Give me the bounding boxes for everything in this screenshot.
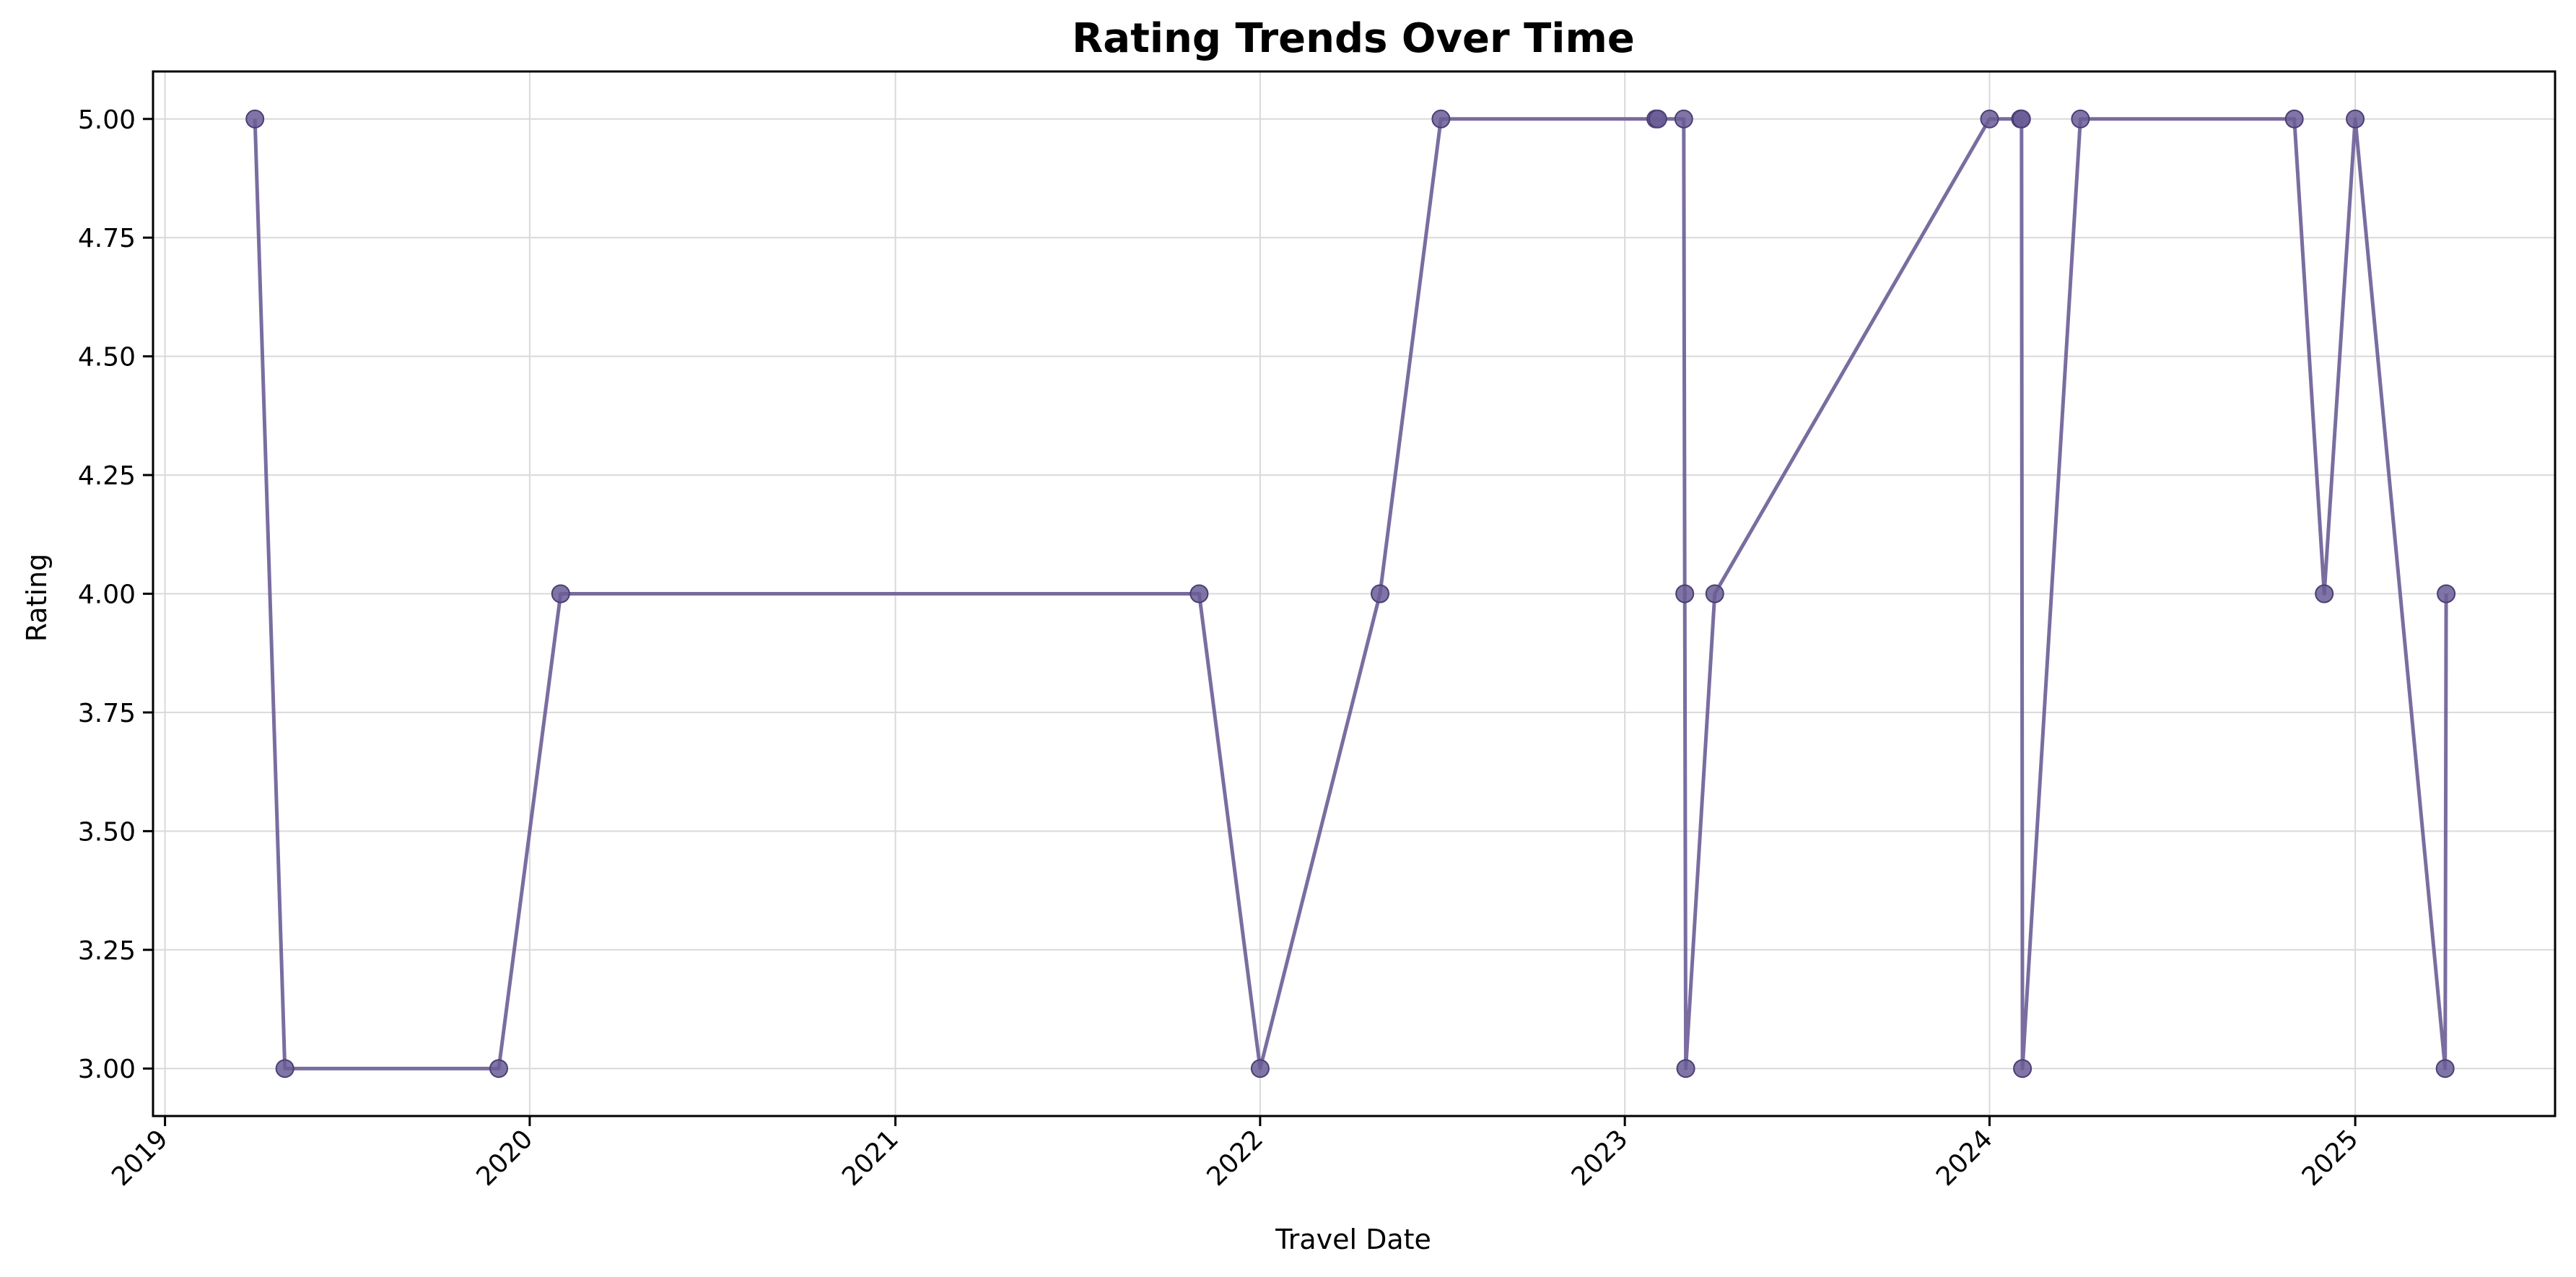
y-tick-label: 3.00	[78, 1055, 136, 1084]
data-point	[2013, 1059, 2033, 1078]
data-point	[1676, 1059, 1695, 1078]
data-point	[2012, 109, 2031, 128]
data-point	[1371, 584, 1389, 603]
y-tick-label: 3.75	[78, 699, 136, 728]
y-tick-label: 4.50	[78, 343, 136, 372]
y-tick-label: 4.75	[78, 224, 136, 253]
chart-title: Rating Trends Over Time	[1072, 15, 1635, 62]
data-point	[551, 584, 570, 603]
x-axis-label: Travel Date	[1275, 1224, 1431, 1255]
data-point	[1648, 109, 1667, 128]
axis-ticks: 2019 2020 2021 2022 2023 2024 20253.003.253.50…	[78, 105, 2365, 1192]
data-point	[2346, 109, 2365, 128]
data-point	[2284, 109, 2304, 128]
y-axis-label: Rating	[21, 554, 53, 642]
data-point	[2435, 1059, 2455, 1078]
y-tick-label: 4.25	[78, 461, 136, 491]
data-point	[489, 1059, 508, 1078]
data-point	[1189, 584, 1209, 603]
series-layer	[245, 109, 2456, 1078]
data-point	[2437, 584, 2456, 603]
data-point	[1705, 584, 1724, 603]
data-point	[1674, 109, 1693, 128]
data-point	[245, 109, 265, 128]
y-tick-label: 3.50	[78, 817, 136, 847]
data-point	[275, 1059, 294, 1078]
data-point	[1675, 584, 1695, 603]
data-point	[1980, 109, 1999, 128]
data-point	[1431, 109, 1451, 128]
series-line	[253, 117, 2448, 1071]
data-point	[2315, 584, 2334, 603]
y-tick-label: 4.00	[78, 580, 136, 610]
y-tick-label: 3.25	[78, 936, 136, 966]
data-point	[2071, 109, 2090, 128]
data-point	[1250, 1059, 1270, 1078]
y-tick-label: 5.00	[78, 105, 136, 135]
